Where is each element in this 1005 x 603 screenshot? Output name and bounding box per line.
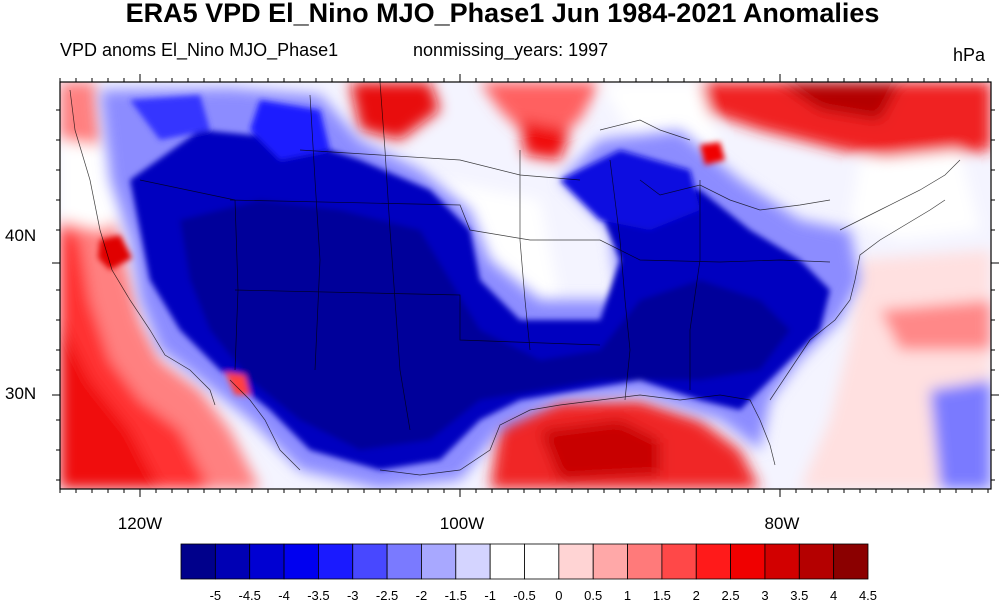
x-label-120w: 120W — [117, 514, 163, 533]
colorbar-label: -3.5 — [307, 588, 330, 603]
colorbar-swatch — [558, 543, 594, 580]
colorbar-swatch — [524, 543, 560, 580]
colorbar-label: 1 — [623, 588, 632, 603]
colorbar-swatch — [317, 543, 354, 580]
colorbar-swatch — [283, 543, 319, 580]
y-label-30n: 30N — [5, 384, 37, 403]
colorbar-label: 4.5 — [858, 588, 878, 603]
colorbar-label: -2 — [415, 588, 428, 603]
colorbar-label: 0.5 — [584, 588, 603, 603]
colorbar-label: 3.5 — [790, 588, 809, 603]
colorbar-swatch — [833, 543, 869, 580]
colorbar-swatch — [386, 543, 422, 580]
colorbar-label: -4.5 — [238, 588, 261, 603]
colorbar-label: 2.5 — [721, 588, 740, 603]
colorbar-swatch — [489, 543, 525, 580]
colorbar-label: 2 — [692, 588, 700, 603]
colorbar-label: -2.5 — [375, 588, 399, 603]
colorbar-swatch — [455, 543, 491, 580]
colorbar-swatch — [627, 543, 663, 580]
colorbar-label: -4 — [278, 588, 290, 603]
colorbar-swatch — [592, 543, 628, 580]
subtitle-left: VPD anoms El_Nino MJO_Phase1 — [60, 40, 339, 60]
colorbar-label: 1.5 — [652, 588, 671, 603]
colorbar-label: -3 — [346, 588, 359, 603]
map-title: ERA5 VPD El_Nino MJO_Phase1 Jun 1984-202… — [125, 0, 880, 28]
colorbar-label: -1.5 — [444, 588, 467, 603]
colorbar-label: -5 — [209, 588, 222, 603]
colorbar-swatch — [249, 543, 285, 580]
colorbar-swatch — [421, 543, 457, 580]
colorbar-swatch — [214, 543, 251, 580]
colorbar-swatch — [730, 543, 766, 580]
x-label-100w: 100W — [439, 514, 485, 533]
colorbar-label: 3 — [761, 588, 769, 603]
colorbar-label: -0.5 — [513, 588, 536, 603]
map-field — [60, 82, 991, 489]
colorbar-swatch — [352, 543, 388, 580]
units-label: hPa — [953, 45, 986, 65]
colorbar-swatch — [798, 543, 835, 580]
colorbar-label: -1 — [484, 588, 496, 603]
x-label-80w: 80W — [764, 514, 800, 533]
subtitle-center: nonmissing_years: 1997 — [413, 40, 609, 60]
colorbar-swatch — [695, 543, 731, 580]
colorbar-swatch — [764, 543, 800, 580]
colorbar-swatch — [180, 543, 216, 580]
colorbar-label: 0 — [555, 588, 563, 603]
colorbar — [180, 543, 869, 580]
colorbar-label: 4 — [830, 588, 838, 603]
colorbar-swatch — [661, 543, 697, 580]
y-label-40n: 40N — [5, 226, 37, 245]
